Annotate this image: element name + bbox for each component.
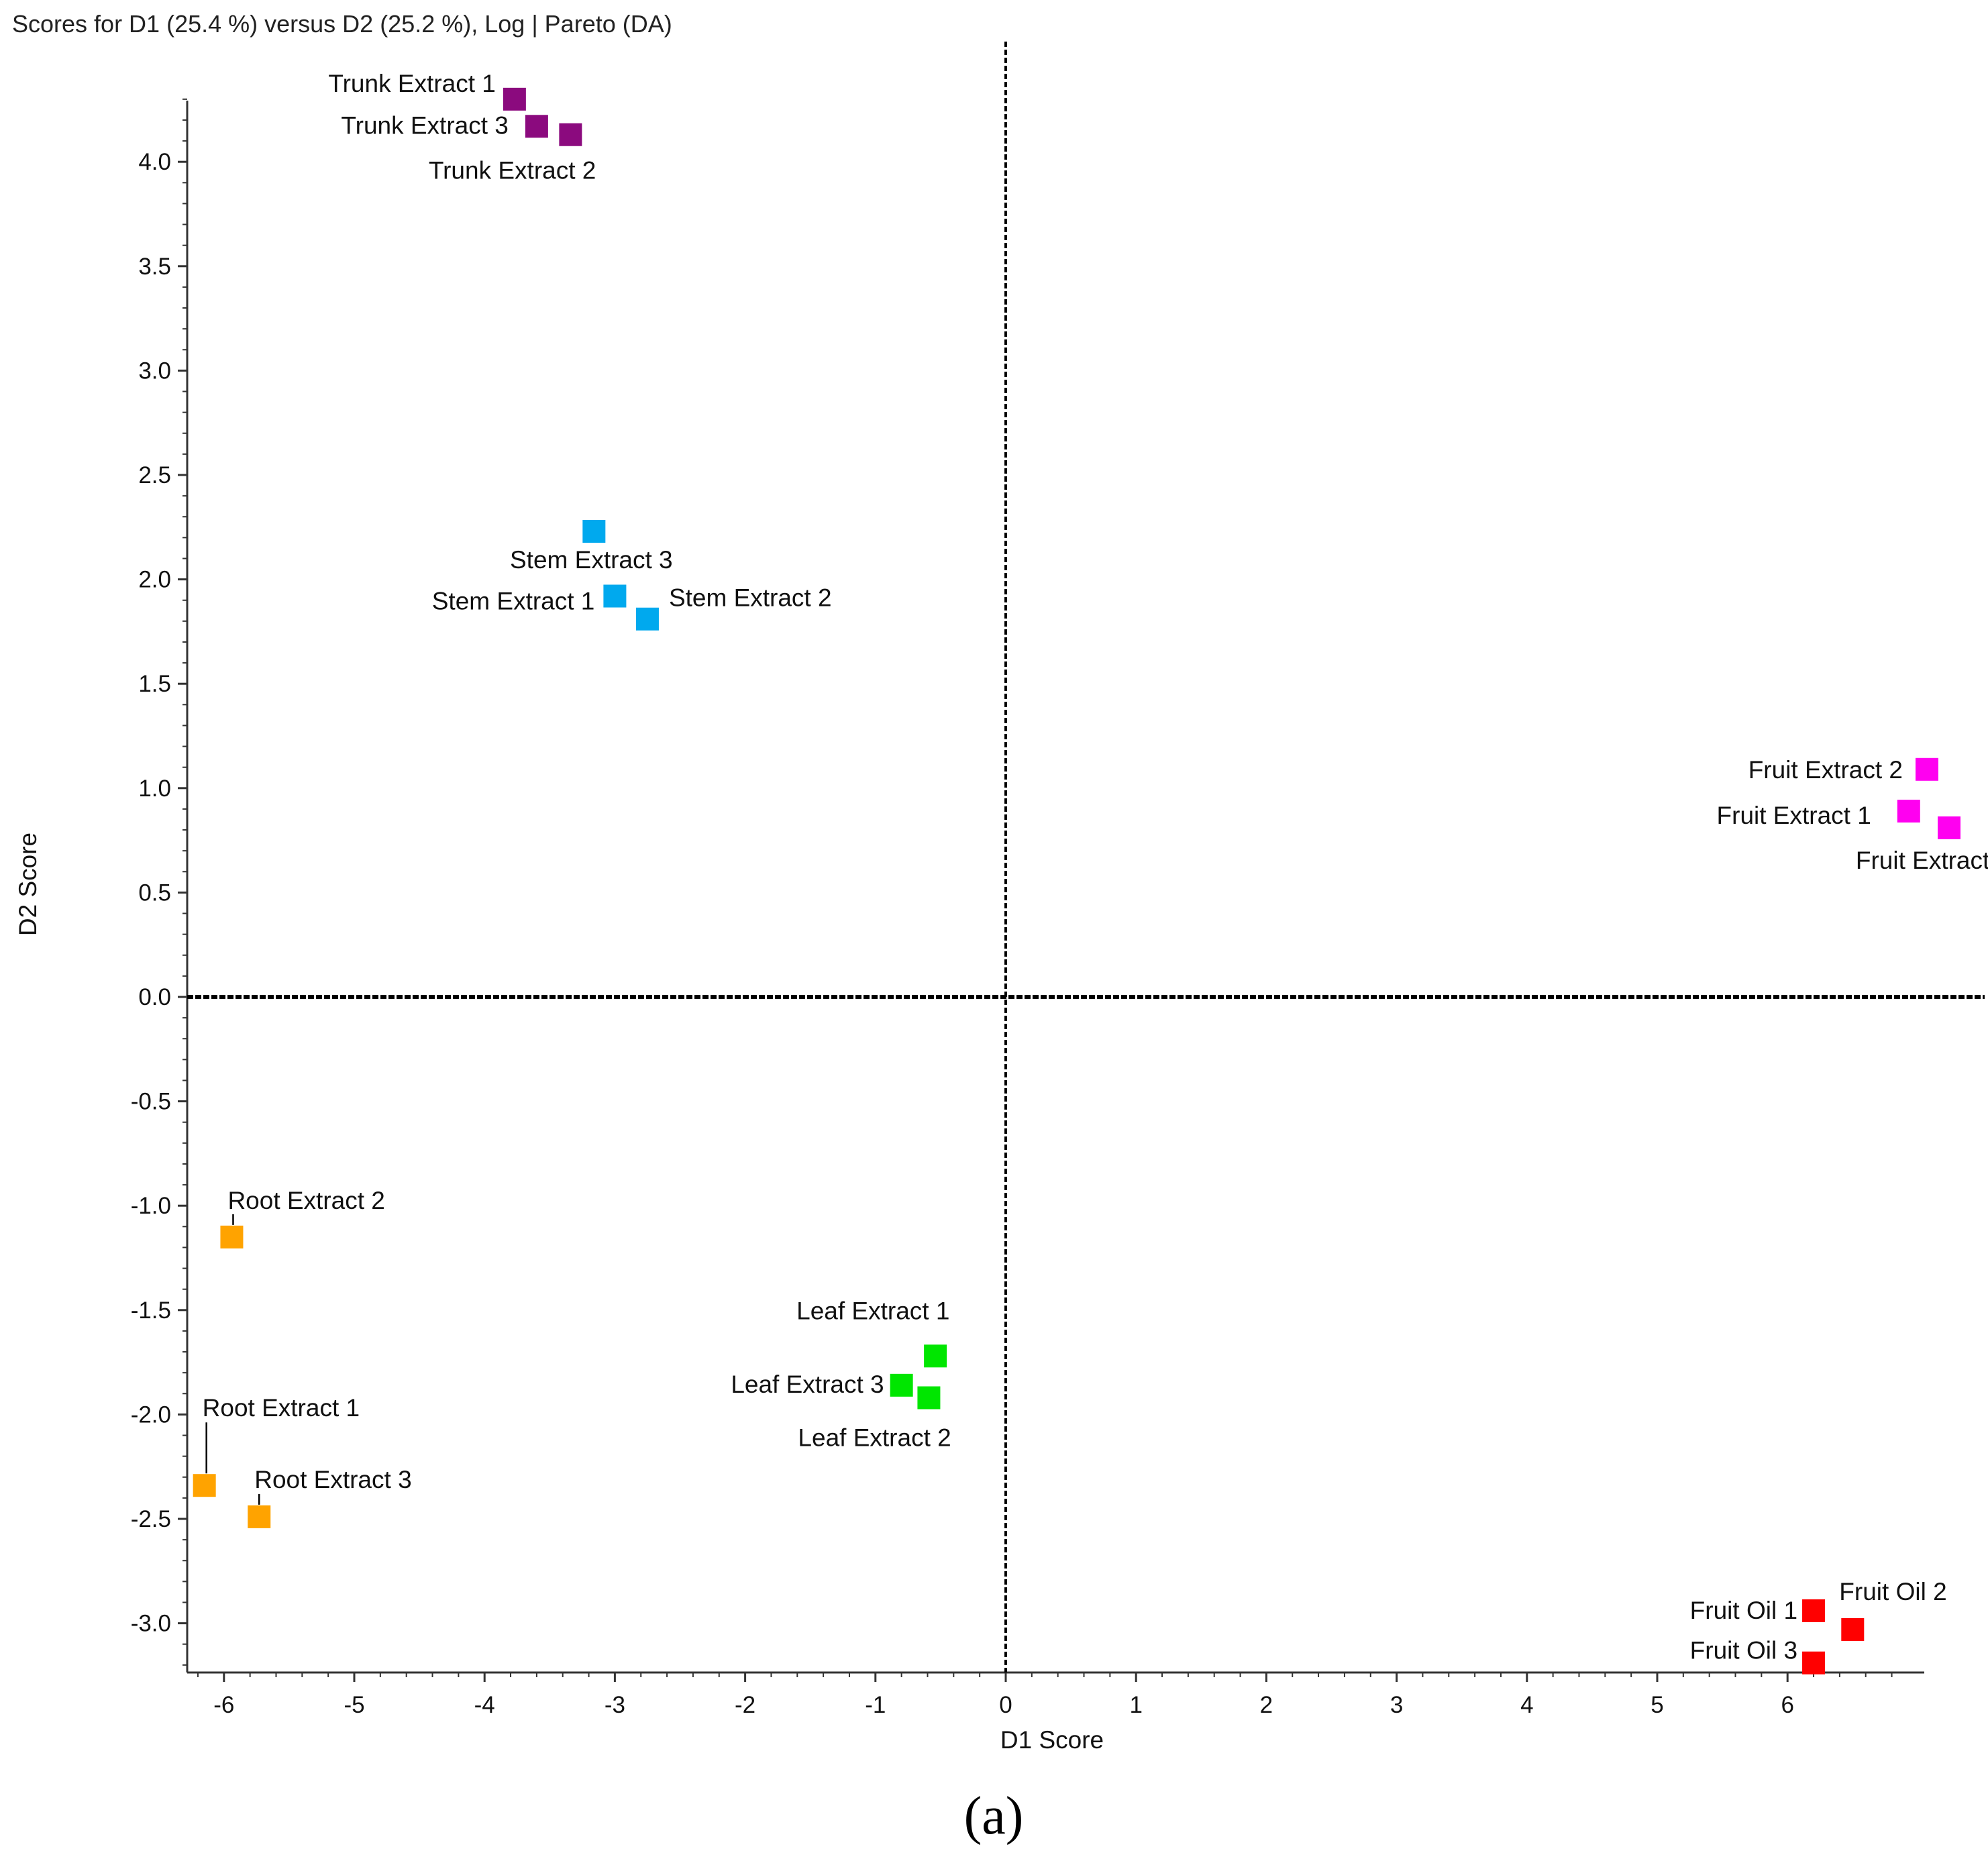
- point-label: Fruit Oil 2: [1839, 1578, 1946, 1605]
- point-label: Fruit Oil 3: [1690, 1637, 1797, 1664]
- y-tick-label: -2.0: [131, 1401, 171, 1428]
- y-tick-label: 3.5: [138, 254, 171, 280]
- point-label: Root Extract 3: [254, 1466, 411, 1493]
- data-point: [890, 1373, 913, 1397]
- x-tick-label: 2: [1260, 1692, 1273, 1718]
- data-point: [1897, 800, 1920, 823]
- x-tick-label: -1: [865, 1692, 886, 1718]
- point-label: Trunk Extract 1: [328, 70, 495, 97]
- x-axis-label: D1 Score: [1000, 1726, 1104, 1754]
- x-tick-label: 3: [1390, 1692, 1403, 1718]
- y-tick-label: 3.0: [138, 358, 171, 384]
- x-tick-label: -6: [213, 1692, 234, 1718]
- y-tick-label: -2.5: [131, 1506, 171, 1532]
- x-ticks: -6 -5 -4 -3 -2 -1 0 1 2 3 4 5 6: [197, 1672, 1893, 1718]
- point-label: Fruit Extract 3: [1856, 847, 1988, 874]
- y-tick-label: 0.0: [138, 984, 171, 1010]
- leader-lines: [205, 1214, 260, 1505]
- y-tick-label: -1.5: [131, 1297, 171, 1324]
- x-tick-label: 4: [1520, 1692, 1533, 1718]
- y-tick-label: -1.0: [131, 1193, 171, 1219]
- data-point: [917, 1386, 941, 1410]
- y-tick-label: -0.5: [131, 1089, 171, 1115]
- data-point: [503, 87, 526, 111]
- point-label: Leaf Extract 2: [798, 1424, 951, 1452]
- point-label: Trunk Extract 3: [341, 111, 508, 139]
- point-label: Fruit Extract 2: [1748, 756, 1903, 784]
- data-point: [220, 1225, 244, 1249]
- point-label: Root Extract 2: [227, 1187, 384, 1214]
- y-tick-label: -3.0: [131, 1611, 171, 1637]
- x-tick-label: 6: [1781, 1692, 1793, 1718]
- zero-lines: [187, 42, 1985, 1672]
- point-label: Stem Extract 2: [669, 584, 832, 612]
- y-tick-label: 0.5: [138, 880, 171, 906]
- x-tick-label: 0: [999, 1692, 1012, 1718]
- point-label: Root Extract 1: [203, 1394, 360, 1422]
- point-label: Leaf Extract 1: [796, 1297, 949, 1324]
- point-label: Fruit Extract 1: [1717, 802, 1871, 829]
- data-point: [525, 115, 548, 138]
- x-tick-label: -2: [735, 1692, 755, 1718]
- y-tick-label: 2.5: [138, 462, 171, 488]
- x-tick-label: 5: [1651, 1692, 1663, 1718]
- data-point: [924, 1344, 947, 1368]
- data-point: [635, 607, 659, 631]
- data-point: [603, 584, 627, 608]
- chart-title: Scores for D1 (25.4 %) versus D2 (25.2 %…: [12, 10, 672, 38]
- data-points: [193, 87, 1961, 1675]
- point-label: Fruit Oil 1: [1690, 1597, 1797, 1624]
- data-point: [582, 520, 606, 543]
- y-tick-label: 1.0: [138, 776, 171, 802]
- data-point: [1802, 1651, 1826, 1675]
- data-point: [559, 123, 582, 146]
- point-label: Stem Extract 3: [510, 546, 673, 574]
- data-point: [248, 1505, 271, 1528]
- x-tick-label: -4: [474, 1692, 495, 1718]
- point-labels: Trunk Extract 1 Trunk Extract 3 Trunk Extr…: [203, 70, 1988, 1664]
- y-axis-label: D2 Score: [14, 833, 42, 936]
- x-tick-label: -3: [605, 1692, 625, 1718]
- point-label: Leaf Extract 3: [731, 1371, 884, 1398]
- figure-caption: (a): [964, 1787, 1024, 1846]
- x-tick-label: 1: [1129, 1692, 1142, 1718]
- point-label: Stem Extract 1: [432, 587, 595, 615]
- y-tick-label: 1.5: [138, 671, 171, 697]
- y-tick-label: 2.0: [138, 567, 171, 593]
- x-tick-label: -5: [344, 1692, 364, 1718]
- data-point: [1841, 1617, 1865, 1641]
- point-label: Trunk Extract 2: [429, 157, 596, 184]
- data-point: [1802, 1599, 1826, 1622]
- y-ticks: 4.0 3.5 3.0 2.5 2.0 1.5 1.0 0.5 0.0 -0.5 -1.0 -1.5 -…: [131, 98, 187, 1666]
- data-point: [1915, 757, 1938, 781]
- data-point: [193, 1474, 216, 1497]
- data-point: [1938, 816, 1961, 839]
- y-tick-label: 4.0: [138, 149, 171, 175]
